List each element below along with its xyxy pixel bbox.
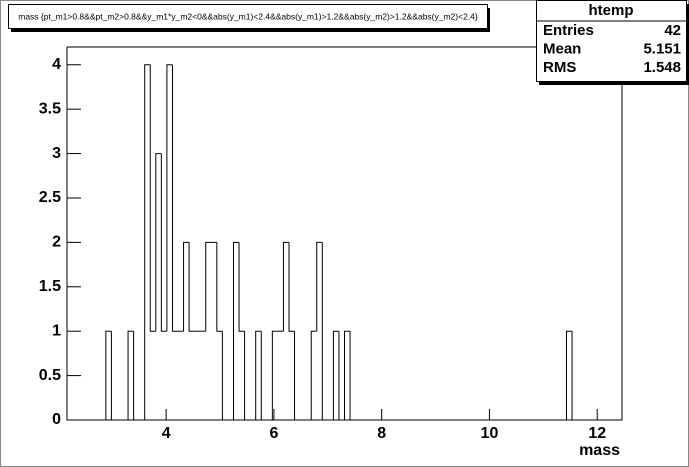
y-tick-label: 4 <box>52 56 61 73</box>
histogram-bin <box>282 241 289 332</box>
histogram-bin <box>166 64 173 332</box>
histogram-bin <box>321 242 328 421</box>
x-tick-label: 6 <box>269 425 278 442</box>
y-tick-label: 0.5 <box>39 367 61 384</box>
histogram-bin <box>244 331 251 421</box>
stats-value: 42 <box>664 22 681 39</box>
stats-label: RMS <box>543 59 576 76</box>
histogram-bin <box>149 64 156 332</box>
y-tick-label: 3 <box>52 145 61 162</box>
histogram-bin <box>332 330 339 420</box>
y-tick-label: 2.5 <box>39 189 61 206</box>
y-tick-label: 1.5 <box>39 278 61 295</box>
stats-value: 5.151 <box>643 40 681 57</box>
histogram-bin <box>344 330 351 420</box>
histogram-bin <box>144 64 151 420</box>
histogram-bin <box>255 330 262 420</box>
histogram-bin <box>310 330 317 420</box>
histogram-bin <box>155 153 162 332</box>
y-tick-label: 1 <box>52 322 61 339</box>
stats-label: Entries <box>543 22 594 39</box>
histogram-bin <box>133 331 140 421</box>
histogram-bin <box>271 330 278 420</box>
histogram-bin <box>294 331 301 421</box>
stats-value: 1.548 <box>643 59 681 76</box>
histogram-bin <box>110 331 117 421</box>
x-tick-label: 8 <box>377 425 386 442</box>
title-box <box>8 4 488 29</box>
histogram-bin <box>205 241 212 332</box>
histogram-bin <box>127 330 134 420</box>
histogram-bin <box>238 242 245 332</box>
histogram-bin <box>221 331 228 421</box>
histogram-bin <box>288 242 295 332</box>
x-tick-label: 10 <box>481 425 499 442</box>
y-tick-label: 2 <box>52 234 61 251</box>
histogram-bin <box>160 153 167 332</box>
y-tick-label: 3.5 <box>39 100 61 117</box>
chart-title: mass {pt_m1>0.8&&pt_m2>0.8&&y_m1*y_m2<0&… <box>18 11 478 21</box>
histogram-bin <box>216 242 223 332</box>
histogram-bin <box>571 331 578 421</box>
histogram-bin <box>105 330 112 420</box>
histogram-bin <box>233 241 240 420</box>
histogram-bin <box>338 331 345 421</box>
stats-label: Mean <box>543 40 581 57</box>
y-tick-label: 0 <box>52 411 61 428</box>
histogram-bin <box>171 64 178 332</box>
histogram-bin <box>566 330 573 420</box>
histogram-bin <box>188 242 195 332</box>
x-tick-label: 4 <box>162 425 171 442</box>
stats-box <box>536 0 687 82</box>
stats-name: htemp <box>589 2 634 19</box>
histogram-bin <box>183 241 190 332</box>
histogram-bin <box>349 331 356 421</box>
x-axis-label: mass <box>579 442 620 459</box>
histogram-bin <box>260 331 267 421</box>
x-tick-label: 12 <box>588 425 606 442</box>
histogram-bin <box>316 241 323 332</box>
